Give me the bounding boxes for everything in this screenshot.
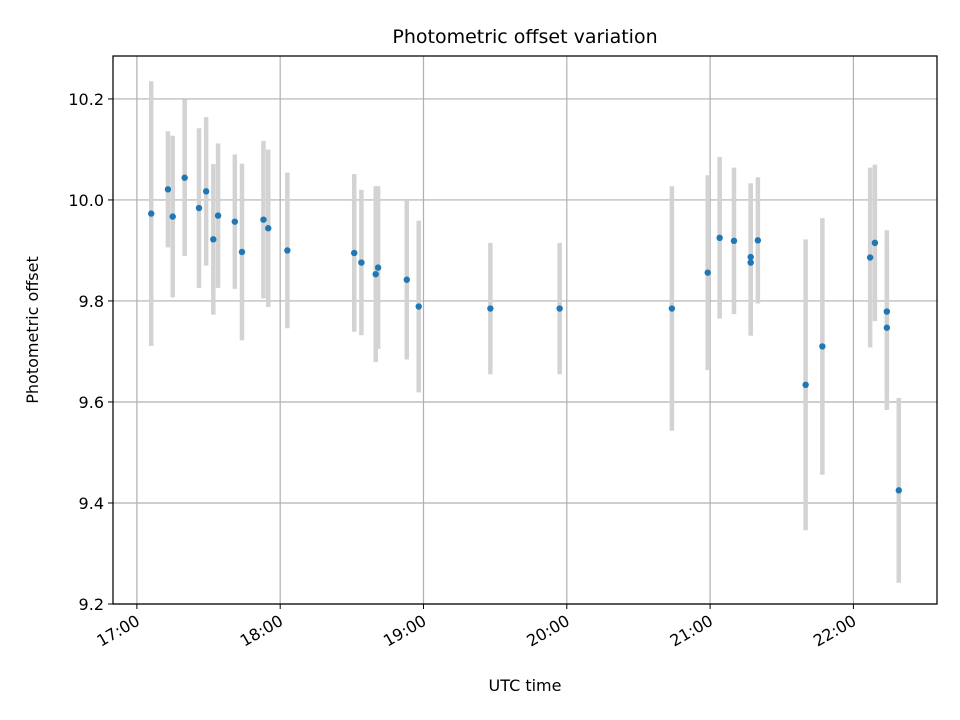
data-point (747, 253, 754, 261)
data-point (210, 236, 217, 243)
data-point (169, 213, 176, 220)
data-point (883, 324, 891, 331)
data-point (284, 247, 291, 254)
data-point (195, 204, 203, 212)
data-point (403, 276, 410, 283)
data-point (265, 225, 272, 232)
data-point (372, 270, 379, 278)
x-axis-label: UTC time (489, 676, 562, 695)
data-point (866, 254, 874, 261)
data-point (730, 237, 738, 245)
data-point (231, 218, 239, 225)
y-axis-ticks: 9.2 9.4 9.6 9.8 10.0 10.2 (68, 90, 113, 614)
data-point (358, 259, 365, 266)
data-point (704, 269, 711, 276)
data-point (747, 259, 754, 266)
data-point (238, 248, 246, 256)
y-tick-label: 9.2 (79, 595, 104, 614)
data-point (668, 305, 676, 312)
data-point (487, 305, 494, 312)
data-point (260, 216, 267, 223)
data-point (374, 264, 382, 271)
y-tick-label: 9.4 (79, 494, 104, 513)
data-point (164, 186, 172, 193)
y-tick-label: 9.8 (79, 292, 104, 311)
data-point (716, 234, 723, 242)
data-point (895, 487, 902, 494)
data-point (883, 308, 891, 315)
data-points (148, 174, 902, 494)
data-point (556, 305, 563, 312)
data-point (871, 239, 879, 247)
data-point (754, 237, 762, 244)
y-tick-label: 10.2 (68, 90, 104, 109)
data-point (415, 303, 422, 310)
y-tick-label: 10.0 (68, 191, 104, 210)
chart-title: Photometric offset variation (392, 26, 657, 48)
y-tick-label: 9.6 (79, 393, 104, 412)
data-point (148, 210, 155, 217)
plot-frame (112, 55, 938, 605)
data-point (202, 188, 210, 195)
data-point (214, 212, 222, 219)
y-axis-label: Photometric offset (23, 256, 42, 404)
data-point (819, 343, 826, 350)
data-point (181, 174, 188, 181)
data-point (351, 249, 358, 257)
data-point (802, 381, 809, 388)
